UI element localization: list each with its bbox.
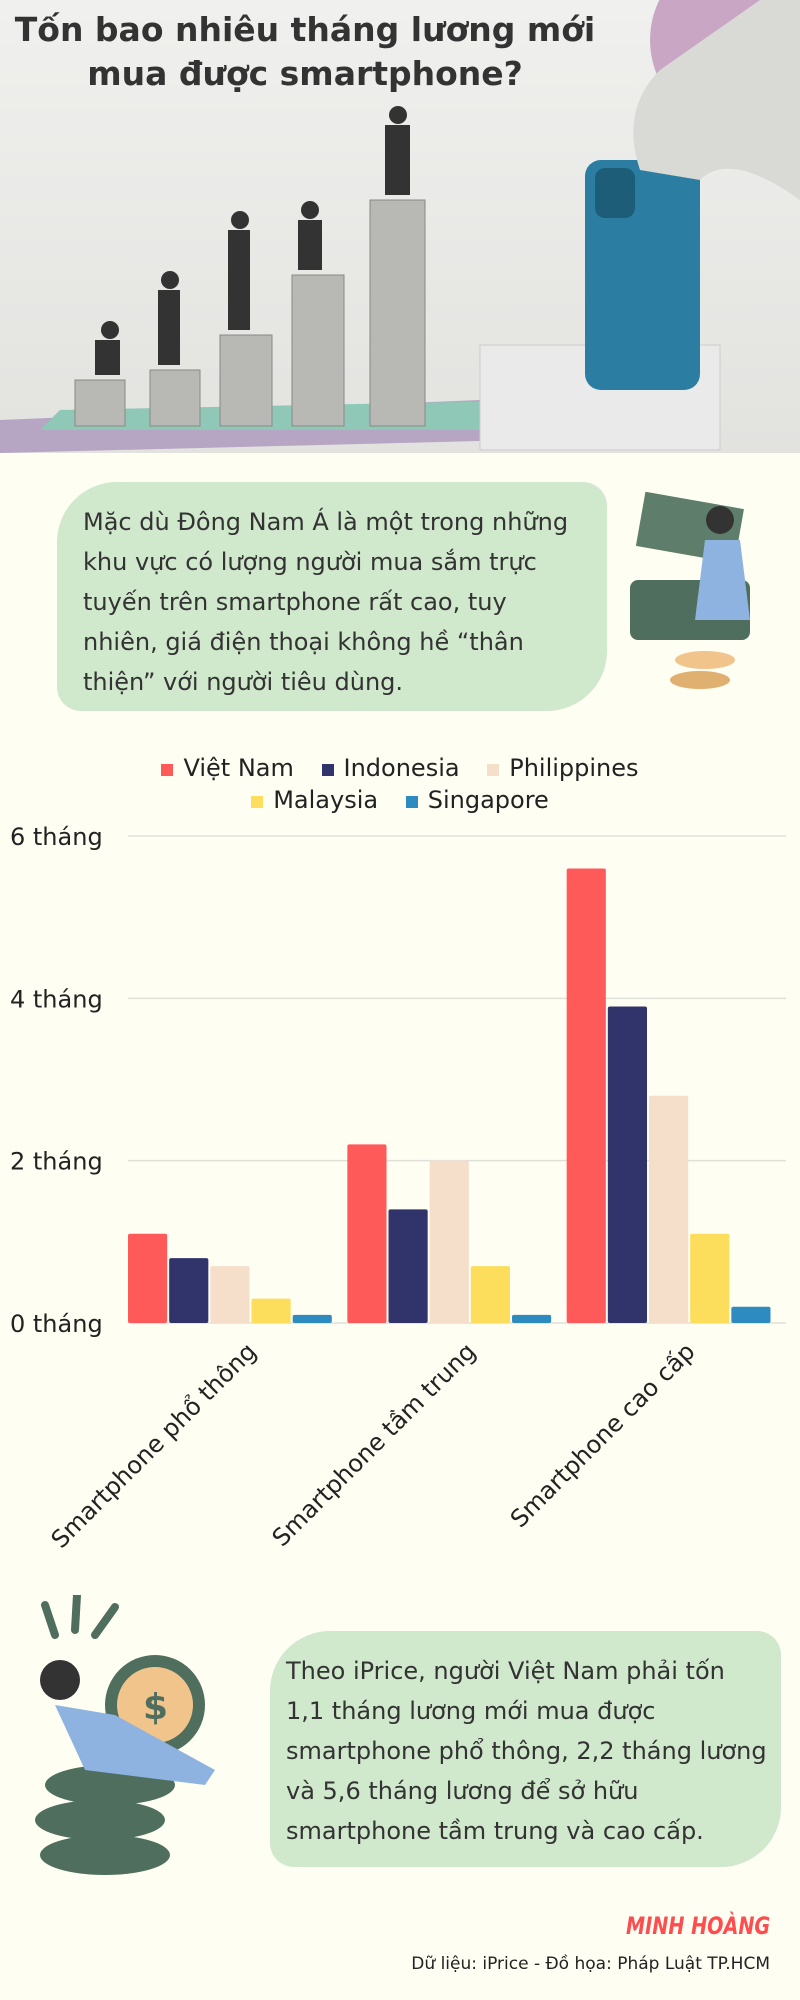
- legend-item: Việt Nam: [161, 752, 294, 784]
- woman-with-money-icon: [630, 491, 750, 689]
- bar-philippines: [429, 1160, 469, 1323]
- bar-indonesia: [607, 1006, 647, 1323]
- bar-việt-nam: [566, 868, 606, 1323]
- woman-with-coin-icon: $: [35, 1595, 215, 1875]
- y-tick-label: 0 tháng: [10, 1310, 103, 1338]
- legend-swatch: [161, 764, 174, 776]
- x-tick-label: Smartphone tầm trung: [267, 1337, 482, 1552]
- author-signature: MINH HOÀNG: [625, 1912, 770, 1940]
- bar-việt-nam: [128, 1233, 168, 1323]
- y-tick-label: 2 tháng: [10, 1148, 103, 1176]
- bar-malaysia: [690, 1233, 730, 1323]
- source-credit: Dữ liệu: iPrice - Đồ họa: Pháp Luật TP.H…: [411, 1954, 770, 1974]
- legend-swatch: [251, 796, 264, 808]
- bar-philippines: [649, 1095, 689, 1323]
- x-tick-label: Smartphone phổ thông: [46, 1337, 262, 1553]
- svg-text:$: $: [143, 1687, 168, 1728]
- x-tick-label: Smartphone cao cấp: [505, 1337, 701, 1533]
- conclusion-text: Theo iPrice, người Việt Nam phải tốn 1,1…: [270, 1631, 781, 1867]
- bar-malaysia: [251, 1298, 291, 1323]
- bar-singapore: [292, 1314, 332, 1323]
- legend-item: Philippines: [487, 752, 639, 784]
- bar-chart: 0 tháng 2 tháng 4 tháng 6 tháng Smartphone p…: [10, 823, 786, 1554]
- legend-item: Malaysia: [251, 784, 378, 816]
- legend-item: Singapore: [405, 784, 549, 816]
- intro-text: Mặc dù Đông Nam Á là một trong những khu…: [57, 482, 607, 711]
- bar-indonesia: [169, 1258, 209, 1323]
- coin-stacks-illustration: [0, 0, 800, 453]
- legend-swatch: [321, 764, 334, 776]
- legend-swatch: [487, 764, 500, 776]
- bar-indonesia: [388, 1209, 428, 1323]
- bar-việt-nam: [347, 1144, 387, 1323]
- legend-item: Indonesia: [321, 752, 460, 784]
- y-tick-label: 6 tháng: [10, 823, 103, 851]
- y-tick-label: 4 tháng: [10, 985, 103, 1013]
- hero-illustration: Tốn bao nhiêu tháng lương mới mua được s…: [0, 0, 800, 453]
- bar-philippines: [210, 1266, 250, 1323]
- bar-singapore: [512, 1314, 552, 1323]
- chart-legend: Việt Nam Indonesia Philippines Malaysia …: [0, 752, 800, 816]
- legend-swatch: [405, 796, 418, 808]
- page-title: Tốn bao nhiêu tháng lương mới mua được s…: [14, 10, 596, 93]
- bar-malaysia: [470, 1266, 510, 1323]
- bar-singapore: [731, 1306, 771, 1323]
